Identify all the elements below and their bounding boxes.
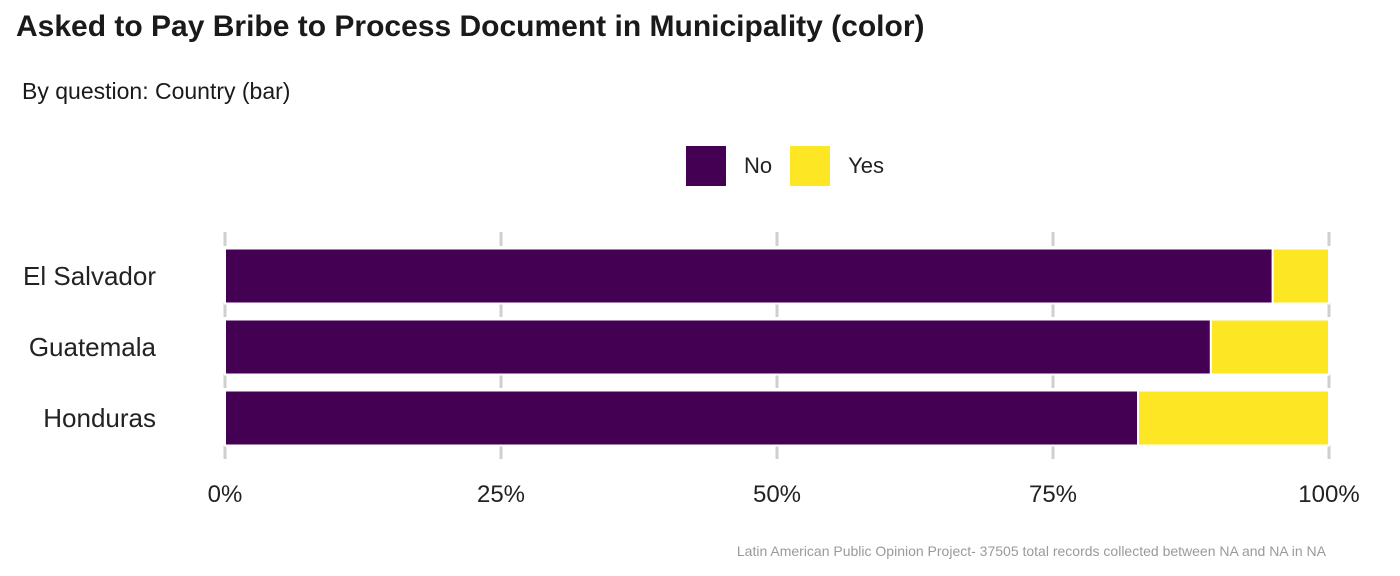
bar-honduras-yes [1137, 389, 1331, 447]
chart-title: Asked to Pay Bribe to Process Document i… [16, 10, 925, 43]
legend-swatch-no [686, 146, 726, 186]
category-label: Guatemala [29, 332, 157, 362]
legend-swatch-yes [790, 146, 831, 186]
category-label: Honduras [43, 403, 156, 433]
legend: No Yes [686, 146, 902, 186]
category-label: El Salvador [23, 261, 156, 291]
legend-label-yes: Yes [848, 153, 885, 178]
source-caption: Latin American Public Opinion Project- 3… [736, 543, 1326, 559]
x-tick-label: 25% [477, 481, 525, 508]
bar-el-salvador-yes [1271, 247, 1331, 305]
legend-label-no: No [744, 153, 773, 178]
chart-subtitle: By question: Country (bar) [22, 78, 291, 104]
x-tick-label: 50% [753, 481, 801, 508]
x-tick-label: 0% [208, 481, 243, 508]
bar-el-salvador-no [224, 247, 1274, 305]
x-tick-label: 75% [1029, 481, 1077, 508]
x-tick-label: 100% [1298, 481, 1359, 508]
legend-item-yes: Yes [790, 146, 884, 186]
bar-guatemala-yes [1209, 318, 1330, 376]
bar-guatemala-no [224, 318, 1212, 376]
bar-honduras-no [224, 389, 1140, 447]
legend-item-no: No [686, 146, 772, 186]
